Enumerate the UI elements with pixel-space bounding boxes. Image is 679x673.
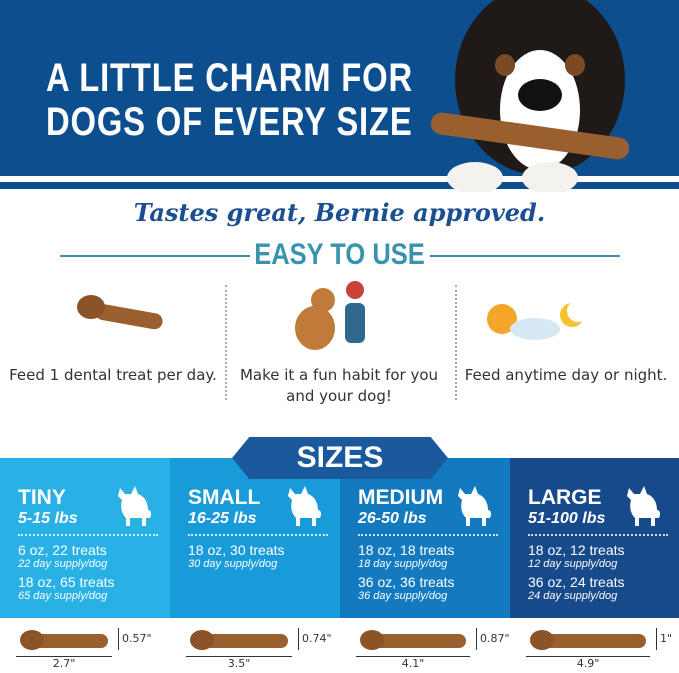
size-card-medium: MEDIUM 26-50 lbs 18 oz, 18 treats 18 day …: [340, 458, 510, 618]
tip-3-text: Feed anytime day or night.: [464, 366, 668, 384]
divider: [225, 285, 227, 400]
size-name: LARGE: [528, 486, 602, 509]
treat-size-image: [190, 628, 290, 652]
divider: [455, 285, 457, 400]
dog-silhouette-icon: [118, 486, 152, 526]
treat-length: 4.9": [526, 656, 650, 670]
treat-size-image: [530, 628, 648, 652]
divider: [188, 534, 328, 536]
size-name: MEDIUM: [358, 486, 444, 509]
dental-treat-icon: [77, 295, 163, 330]
supply-duration: 24 day supply/dog: [528, 590, 618, 602]
divider: [60, 255, 250, 257]
treat-height: 0.87": [476, 628, 510, 650]
divider: [430, 255, 620, 257]
treat-size-image: [20, 628, 110, 652]
tip-2-text: Make it a fun habit for you and your dog…: [239, 366, 439, 405]
pack-size: 18 oz, 12 treats: [528, 542, 625, 558]
pack-size: 36 oz, 24 treats: [528, 574, 625, 590]
divider: [0, 176, 679, 182]
headline-line-2: DOGS OF EVERY SIZE: [46, 100, 413, 144]
tip-1-text: Feed 1 dental treat per day.: [9, 366, 217, 384]
tagline: Tastes great, Bernie approved.: [133, 198, 546, 227]
pack-size: 18 oz, 18 treats: [358, 542, 455, 558]
size-weight: 51-100 lbs: [528, 510, 606, 527]
dog-high-five-icon: [295, 281, 365, 350]
bernese-dog-illustration: [430, 0, 630, 192]
size-card-tiny: TINY 5-15 lbs 6 oz, 22 treats 22 day supp…: [0, 458, 170, 618]
divider: [0, 182, 679, 189]
pack-size: 36 oz, 36 treats: [358, 574, 455, 590]
pack-size: 18 oz, 65 treats: [18, 574, 115, 590]
supply-duration: 22 day supply/dog: [18, 558, 108, 570]
dog-silhouette-icon: [627, 486, 661, 526]
treat-height: 0.57": [118, 628, 152, 650]
treat-height: 1": [656, 628, 672, 650]
size-card-large: LARGE 51-100 lbs 18 oz, 12 treats 12 day …: [510, 458, 679, 618]
dog-silhouette-icon: [458, 486, 492, 526]
pack-size: 18 oz, 30 treats: [188, 542, 285, 558]
treat-length: 2.7": [16, 656, 112, 670]
size-weight: 26-50 lbs: [358, 510, 427, 527]
supply-duration: 12 day supply/dog: [528, 558, 618, 570]
size-card-small: SMALL 16-25 lbs 18 oz, 30 treats 30 day s…: [170, 458, 340, 618]
sizes-heading: SIZES: [232, 437, 448, 479]
divider: [18, 534, 158, 536]
supply-duration: 18 day supply/dog: [358, 558, 448, 570]
treat-length: 3.5": [186, 656, 292, 670]
sun-moon-icon: [487, 300, 589, 340]
dog-silhouette-icon: [288, 486, 322, 526]
pack-size: 6 oz, 22 treats: [18, 542, 107, 558]
size-weight: 5-15 lbs: [18, 510, 78, 527]
easy-to-use-heading: EASY TO USE: [254, 238, 425, 271]
headline-line-1: A LITTLE CHARM FOR: [46, 56, 414, 100]
size-name: TINY: [18, 486, 66, 509]
divider: [528, 534, 668, 536]
treat-length: 4.1": [356, 656, 470, 670]
treat-height: 0.74": [298, 628, 332, 650]
size-name: SMALL: [188, 486, 261, 509]
divider: [358, 534, 498, 536]
supply-duration: 36 day supply/dog: [358, 590, 448, 602]
supply-duration: 30 day supply/dog: [188, 558, 278, 570]
treat-size-image: [360, 628, 468, 652]
size-weight: 16-25 lbs: [188, 510, 257, 527]
supply-duration: 65 day supply/dog: [18, 590, 108, 602]
